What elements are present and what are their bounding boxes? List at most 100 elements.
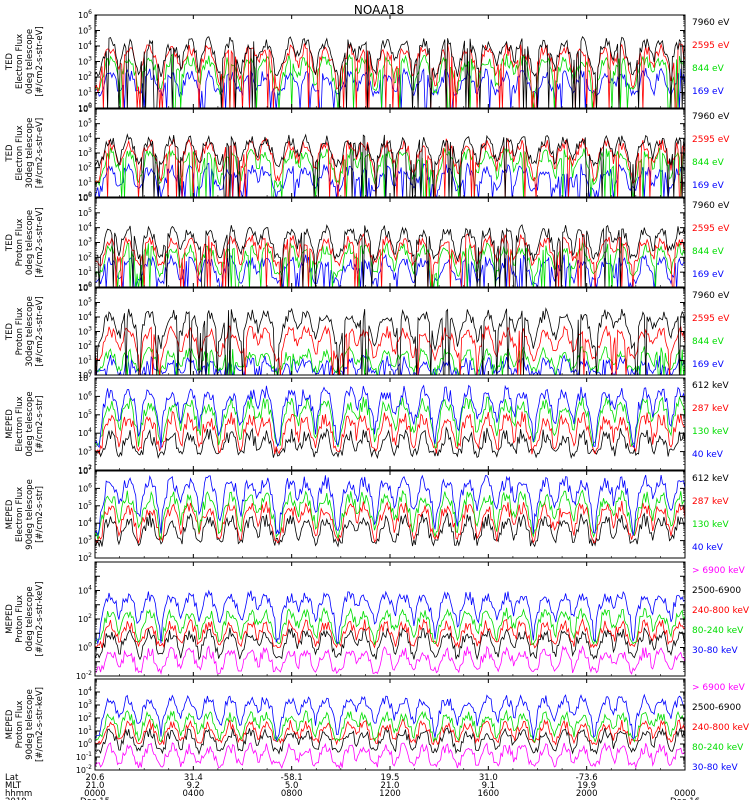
y-tick-label: 103 <box>78 56 92 67</box>
legend-entry: 130 keV <box>692 427 729 437</box>
legend-entry: 30-80 keV <box>692 646 738 656</box>
y-tick-label: 107 <box>78 372 92 383</box>
series-green-trace <box>95 53 685 108</box>
x-tick-mlt: 9.2 <box>187 781 201 791</box>
series-green-trace <box>95 395 685 449</box>
y-tick-label: 106 <box>78 9 92 20</box>
series-blue-trace <box>95 474 685 537</box>
y-tick-label: 100 <box>78 102 92 113</box>
y-tick-label: 103 <box>78 237 92 248</box>
y-axis-label-line: Electron Flux <box>15 487 25 542</box>
y-tick-label: 10-1 <box>76 751 92 762</box>
y-axis-label-line: MEPED <box>5 499 15 529</box>
y-axis-label-line: Proton Flux <box>15 219 25 267</box>
y-tick-label: 101 <box>78 87 92 98</box>
y-tick-label: 106 <box>78 390 92 401</box>
y-tick-label: 102 <box>78 712 92 723</box>
y-tick-label: 102 <box>78 552 92 563</box>
y-tick-label: 100 <box>78 738 92 749</box>
legend-entry: 80-240 keV <box>692 626 744 636</box>
series-blue-trace <box>95 253 685 287</box>
series-black-trace <box>95 307 685 375</box>
y-tick-label: 103 <box>78 147 92 158</box>
y-tick-label: 106 <box>78 192 92 203</box>
series-black-trace <box>95 726 685 756</box>
y-axis-label-line: [#/cm2-s-str-keV] <box>35 687 45 762</box>
y-tick-label: 105 <box>78 25 92 36</box>
y-tick-label: 104 <box>78 427 92 438</box>
x-tick-hhmm: 1200 <box>379 789 401 799</box>
series-green-trace <box>95 606 685 645</box>
panel-traces <box>95 474 685 548</box>
y-tick-label: 104 <box>78 686 92 697</box>
x-tick-lat: -73.6 <box>576 773 598 783</box>
y-axis-label-line: [#/cm2-s-str-keV] <box>35 582 45 657</box>
legend-entry: 7960 eV <box>692 291 730 301</box>
series-blue-trace <box>95 589 685 645</box>
y-axis-label-line: MEPED <box>5 409 15 439</box>
y-tick-label: 102 <box>78 71 92 82</box>
x-tick-hhmm: 0000 <box>84 789 106 799</box>
y-tick-label: 103 <box>78 699 92 710</box>
series-green-trace <box>95 345 685 375</box>
legend-entry: > 6900 keV <box>692 566 746 576</box>
legend-entry: 80-240 keV <box>692 743 744 753</box>
row-label-hhmm: hhmm <box>5 789 32 799</box>
y-tick-label: 103 <box>78 326 92 337</box>
y-tick-label: 102 <box>78 162 92 173</box>
y-tick-label: 101 <box>78 176 92 187</box>
legend-entry: 612 keV <box>692 381 729 391</box>
x-tick-lat: -58.1 <box>281 773 303 783</box>
panel-meped-proton-90deg: 10-2 10-1 100 101 102 103 104 MEPED Proton Flux 9… <box>5 678 750 775</box>
y-tick-label: 104 <box>78 40 92 51</box>
y-tick-label: 102 <box>78 464 92 475</box>
y-tick-label: 103 <box>78 446 92 457</box>
series-green-trace <box>95 147 685 197</box>
y-axis-label-line: MEPED <box>5 709 15 739</box>
y-tick-label: 100 <box>78 369 92 380</box>
panels-layer: 100 101 102 103 104 105 106 TED Electron Flux 0de… <box>5 9 750 775</box>
legend-entry: 130 keV <box>692 520 729 530</box>
series-black-trace <box>95 224 685 287</box>
legend-entry: 30-80 keV <box>692 763 738 773</box>
panel-traces <box>95 224 685 287</box>
legend-entry: 7960 eV <box>692 201 730 211</box>
y-axis-label-line: TED <box>5 144 15 163</box>
legend-entry: 2595 eV <box>692 135 730 145</box>
legend-entry: 2500-6900 <box>692 703 741 713</box>
panel-ted-electron-0deg: 100 101 102 103 104 105 106 TED Electron Flux 0de… <box>5 9 730 113</box>
series-red-trace <box>95 324 685 375</box>
y-axis-label-line: 0deg telescope <box>25 210 35 275</box>
y-tick-label: 104 <box>78 132 92 143</box>
y-axis-label-line: 90deg telescope <box>25 689 35 760</box>
series-black-trace <box>95 133 685 197</box>
series-green-trace <box>95 241 685 287</box>
y-axis-label-line: [#/cm2-s-str-eV] <box>35 296 45 366</box>
y-tick-label: 104 <box>78 311 92 322</box>
series-red-trace <box>95 42 685 108</box>
y-axis-label-line: [#/cm2-s-str-eV] <box>35 207 45 277</box>
y-tick-label: 101 <box>78 355 92 366</box>
x-tick-lat: 20.6 <box>86 773 105 783</box>
legend-entry: 40 keV <box>692 543 724 553</box>
y-axis-label-line: TED <box>5 233 15 252</box>
x-tick-hhmm: 2000 <box>576 789 598 799</box>
series-red-trace <box>95 411 685 456</box>
legend-entry: 844 eV <box>692 64 725 74</box>
y-tick-label: 107 <box>78 465 92 476</box>
y-axis-label-line: [#/cm2-s-str] <box>35 396 45 453</box>
time-axis-footer: LatMLThhmm201920.621.00000Dec 1531.49.20… <box>5 773 700 800</box>
legend-entry: 2595 eV <box>692 224 730 234</box>
y-axis-label-line: Electron Flux <box>15 34 25 89</box>
y-axis-label-line: 90deg telescope <box>25 479 35 550</box>
y-tick-label: 101 <box>78 725 92 736</box>
x-tick-lat: 31.4 <box>184 773 203 783</box>
series-blue-trace <box>95 693 685 742</box>
x-tick-date: Dec 15 <box>80 797 110 800</box>
x-tick-mlt: 21.0 <box>381 781 400 791</box>
x-tick-mlt: 9.1 <box>482 781 496 791</box>
y-axis-label-line: MEPED <box>5 604 15 634</box>
row-label-year: 2019 <box>5 797 27 800</box>
y-axis-label-line: 0deg telescope <box>25 586 35 651</box>
legend-entry: 169 eV <box>692 87 725 97</box>
